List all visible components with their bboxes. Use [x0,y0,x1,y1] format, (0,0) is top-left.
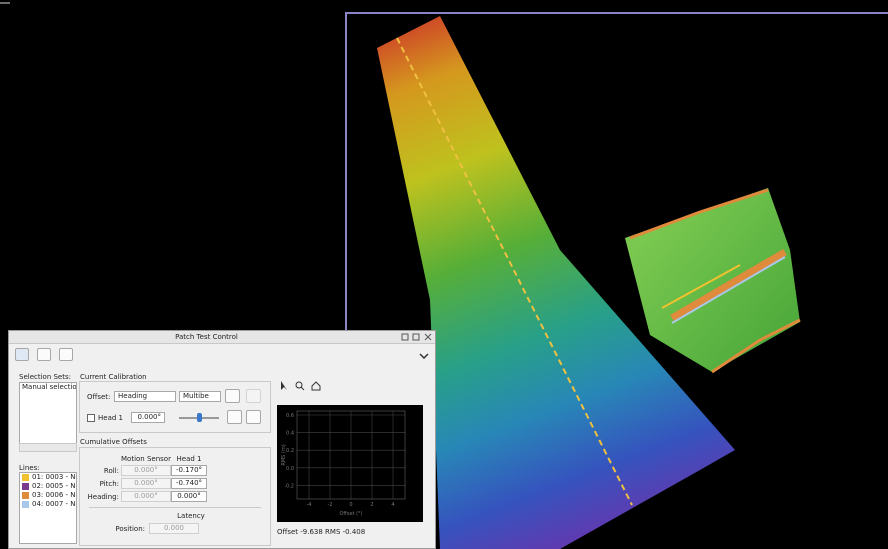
group-box [79,447,271,546]
offset-value[interactable]: 0.000° [121,465,171,476]
plot-frame [296,410,406,500]
line-swatch [22,483,29,490]
item-text: Manual selection [22,383,77,391]
y-tick-label: 0.2 [286,448,294,454]
track-line [661,264,741,309]
patch-edge [629,188,769,240]
line-item[interactable]: 03: 0006 - No [20,491,76,500]
apply-button[interactable] [227,410,242,424]
status-text: Offset -9.638 RMS -0.408 [277,528,366,536]
column-header: Head 1 [176,455,202,463]
selection-list[interactable]: Manual selection [19,382,77,452]
refresh-button[interactable] [225,389,240,403]
scrollbar[interactable] [19,443,77,452]
offset-value[interactable]: -0.170° [171,465,207,476]
tool-button[interactable] [37,348,51,361]
field-label: Head 1 [98,414,123,422]
plot-background [277,405,423,522]
lines-list[interactable]: 01: 0003 - No 02: 0005 - No 03: 0006 - No 0… [19,472,77,544]
y-tick-label: 0.4 [286,431,294,437]
window-controls [401,333,432,341]
line-item[interactable]: 01: 0003 - No [20,473,76,482]
rms-plot: 0.6 0.4 0.2 0.0 -0.2 -4 -2 0 2 4 Offset (°) RMS (m) [277,405,423,522]
line-text: 02: 0005 - No [32,482,77,490]
section-label: Current Calibration [80,373,147,381]
survey-line [396,37,633,506]
selection-item[interactable]: Manual selection [20,383,76,392]
section-label: Lines: [19,464,40,472]
dialog-title: Patch Test Control [175,333,238,341]
position-input[interactable]: 0.000 [149,523,199,534]
line-text: 01: 0003 - No [32,473,77,481]
offset-value[interactable]: 0.000° [171,491,207,502]
disabled-button[interactable] [246,389,261,403]
x-tick-label: 4 [391,502,394,508]
line-text: 03: 0006 - No [32,491,77,499]
tool-button[interactable] [15,348,29,361]
x-tick-label: -4 [307,502,312,508]
x-tick-label: 0 [349,502,352,508]
line-swatch [22,501,29,508]
row-label: Roll: [103,467,119,475]
row-label: Pitch: [99,480,119,488]
track-line [671,256,786,324]
track-band [670,248,787,322]
offsets-table: Motion Sensor Head 1 Roll: 0.000° -0.170° Pit… [79,447,271,507]
y-tick-label: 0.0 [286,466,294,472]
row-label: Heading: [87,493,120,501]
y-tick-label: -0.2 [284,483,294,489]
patch-edge [711,318,801,374]
section-label: Cumulative Offsets [80,438,147,446]
title-bar: Patch Test Control [9,331,435,344]
offset-value[interactable]: 0.000° [121,478,171,489]
head-checkbox[interactable] [87,414,95,422]
collapse-chevron[interactable] [419,353,429,359]
line-text: 04: 0007 - No [32,500,77,508]
y-axis-label: RMS (m) [281,444,287,465]
reset-button[interactable] [246,410,261,424]
line-item[interactable]: 04: 0007 - No [20,500,76,509]
offset-select[interactable]: Heading [114,391,176,402]
selection-frame [345,12,888,330]
x-tick-label: -2 [328,502,333,508]
plot-tools[interactable] [279,380,323,392]
y-tick-label: 0.6 [286,413,294,419]
group-box [79,381,271,433]
x-axis-label: Offset (°) [339,511,362,517]
offset-value[interactable]: 0.000° [121,491,171,502]
field-label: Position: [115,525,145,533]
source-select[interactable]: Multibe [179,391,221,402]
separator [89,507,261,508]
column-header: Motion Sensor [121,455,171,463]
tool-button[interactable] [59,348,73,361]
line-item[interactable]: 02: 0005 - No [20,482,76,491]
section-label: Selection Sets: [19,373,71,381]
section-label: Latency [177,512,205,520]
x-tick-label: 2 [370,502,373,508]
point-cloud-swath [377,16,735,549]
head-offset-input[interactable]: 0.000° [131,412,165,423]
patch-test-dialog: Patch Test Control Selection Sets: Manua… [8,330,436,549]
line-swatch [22,492,29,499]
field-label: Offset: [87,393,111,401]
offset-value[interactable]: -0.740° [171,478,207,489]
line-swatch [22,474,29,481]
slider-thumb[interactable] [197,413,202,422]
